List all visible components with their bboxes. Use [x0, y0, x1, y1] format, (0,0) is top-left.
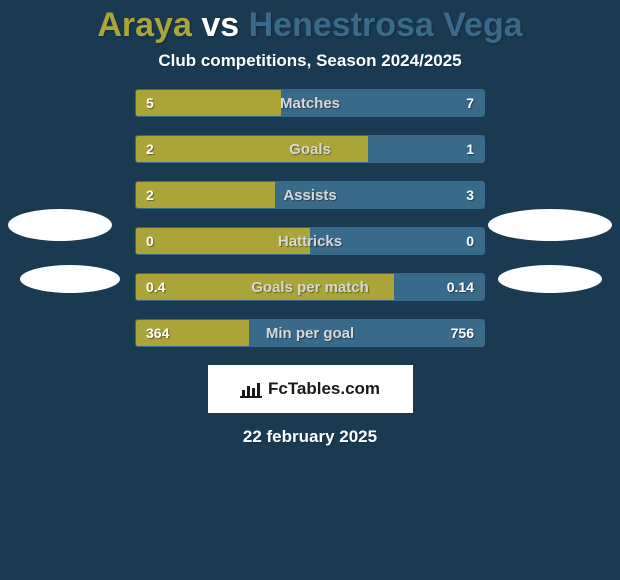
decorative-ellipse-1 [488, 209, 612, 241]
stat-row: 0 0 Hattricks [135, 227, 485, 255]
row-label: Min per goal [266, 325, 354, 342]
comparison-infographic: Araya vs Henestrosa Vega Club competitio… [0, 0, 620, 580]
row-label: Hattricks [278, 233, 342, 250]
bar-left [136, 136, 368, 162]
row-label: Goals [289, 141, 331, 158]
row-label: Goals per match [251, 279, 369, 296]
value-left: 2 [146, 187, 154, 203]
stat-row: 2 3 Assists [135, 181, 485, 209]
decorative-ellipse-3 [498, 265, 602, 293]
logo-box: FcTables.com [208, 365, 413, 413]
bar-left [136, 90, 281, 116]
row-label: Matches [280, 95, 340, 112]
stat-row: 5 7 Matches [135, 89, 485, 117]
value-right: 756 [451, 325, 474, 341]
player2-name: Henestrosa Vega [249, 6, 523, 44]
value-right: 0 [466, 233, 474, 249]
value-left: 0.4 [146, 279, 165, 295]
player1-name: Araya [97, 6, 192, 44]
subtitle: Club competitions, Season 2024/2025 [0, 51, 620, 89]
stat-rows: 57Matches21Goals23Assists00Hattricks0.40… [135, 89, 485, 347]
vs-label: vs [201, 6, 239, 44]
stat-row: 2 1 Goals [135, 135, 485, 163]
value-right: 1 [466, 141, 474, 157]
value-right: 7 [466, 95, 474, 111]
logo-text: FcTables.com [268, 379, 380, 399]
value-left: 364 [146, 325, 169, 341]
value-right: 0.14 [447, 279, 474, 295]
value-left: 0 [146, 233, 154, 249]
chart-area: 57Matches21Goals23Assists00Hattricks0.40… [0, 89, 620, 447]
value-right: 3 [466, 187, 474, 203]
bar-left [136, 182, 275, 208]
date-label: 22 february 2025 [0, 427, 620, 447]
stat-row: 364 756 Min per goal [135, 319, 485, 347]
row-label: Assists [283, 187, 336, 204]
page-title: Araya vs Henestrosa Vega [0, 0, 620, 51]
value-left: 2 [146, 141, 154, 157]
value-left: 5 [146, 95, 154, 111]
decorative-ellipse-2 [20, 265, 120, 293]
decorative-ellipse-0 [8, 209, 112, 241]
stat-row: 0.4 0.14 Goals per match [135, 273, 485, 301]
chart-icon [240, 380, 262, 398]
